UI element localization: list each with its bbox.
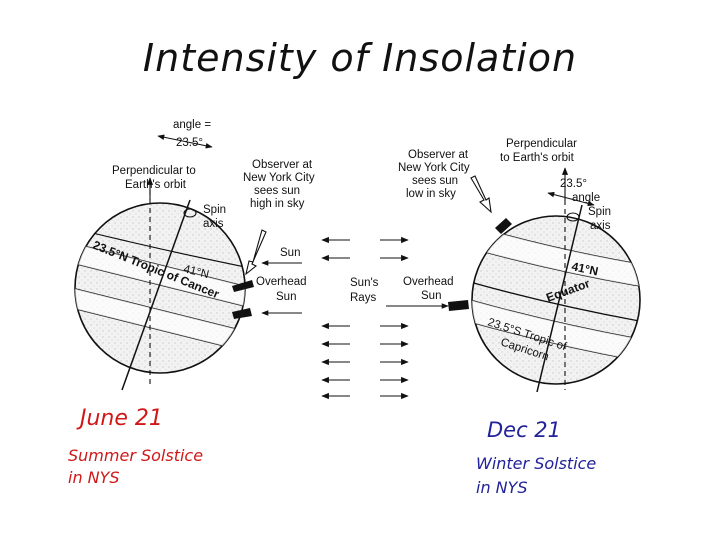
spin-indicator-left	[183, 208, 197, 218]
overhead-label-left-line1: Overhead	[256, 276, 307, 288]
observer-label-left-line4: high in sky	[250, 198, 305, 210]
observer-arrow-right	[470, 175, 492, 214]
suns-rays-label-line1: Sun's	[350, 277, 379, 289]
summer-season-line2: in NYS	[68, 468, 120, 487]
observer-right	[495, 218, 512, 234]
overhead-label-right-line1: Overhead	[403, 276, 454, 288]
angle-arrow-left	[157, 134, 213, 149]
suns-rays: Sun's Rays	[321, 236, 449, 400]
angle-label-top-right: 23.5°	[560, 178, 587, 190]
summer-annotations: angle = 23.5° Perpendicular to Earth's o…	[112, 119, 315, 316]
winter-season-line1: Winter Solstice	[476, 454, 597, 473]
spin-axis-left	[121, 199, 191, 391]
summer-globe: 23.5°N Tropic of Cancer 41°N	[74, 177, 254, 391]
perpendicular-label-left-line1: Perpendicular to	[112, 165, 196, 177]
observer-label-right-line4: low in sky	[406, 188, 456, 200]
spin-label-right-line1: Spin	[588, 206, 611, 218]
spin-axis-right	[536, 204, 583, 393]
winter-date: Dec 21	[487, 418, 562, 442]
observer-arrow-left	[245, 229, 267, 276]
spin-label-right-line2: axis	[590, 220, 611, 232]
spin-indicator-right	[566, 212, 580, 222]
perpendicular-label-left-line2: Earth's orbit	[125, 179, 187, 191]
page-title: Intensity of Insolation	[142, 36, 578, 80]
perpendicular-label-right-line2: to Earth's orbit	[500, 152, 575, 164]
observer-label-left-line2: New York City	[243, 172, 315, 184]
angle-label-top-left: angle =	[173, 119, 211, 131]
winter-annotations: Perpendicular to Earth's orbit 23.5° ang…	[398, 138, 611, 302]
angle-label-bottom-right: angle	[572, 192, 600, 204]
summer-season-line1: Summer Solstice	[68, 446, 204, 465]
angle-arrow-right	[547, 191, 595, 207]
spin-label-left-line1: Spin	[203, 204, 226, 216]
observer-label-left-line3: sees sun	[254, 185, 300, 197]
overhead-label-right-line2: Sun	[421, 290, 441, 302]
winter-globe: 41°N Equator 23.5°S Tropic of Capricorn	[448, 167, 641, 393]
overhead-marker-right	[448, 300, 469, 311]
observer-label-right-line1: Observer at	[408, 149, 469, 161]
latitude-41n-label-right: 41°N	[570, 259, 599, 278]
winter-season-line2: in NYS	[476, 478, 528, 497]
observer-label-right-line3: sees sun	[412, 175, 458, 187]
overhead-marker-left	[232, 308, 252, 319]
summer-date: June 21	[80, 406, 163, 431]
observer-label-right-line2: New York City	[398, 162, 470, 174]
observer-label-left-line1: Observer at	[252, 159, 313, 171]
spin-label-left-line2: axis	[203, 218, 224, 230]
sun-label-left: Sun	[280, 247, 300, 259]
angle-label-bottom-left: 23.5°	[176, 137, 203, 149]
suns-rays-label-line2: Rays	[350, 292, 376, 304]
observer-left	[232, 280, 254, 292]
overhead-label-left-line2: Sun	[276, 291, 296, 303]
perpendicular-label-right-line1: Perpendicular	[506, 138, 577, 150]
